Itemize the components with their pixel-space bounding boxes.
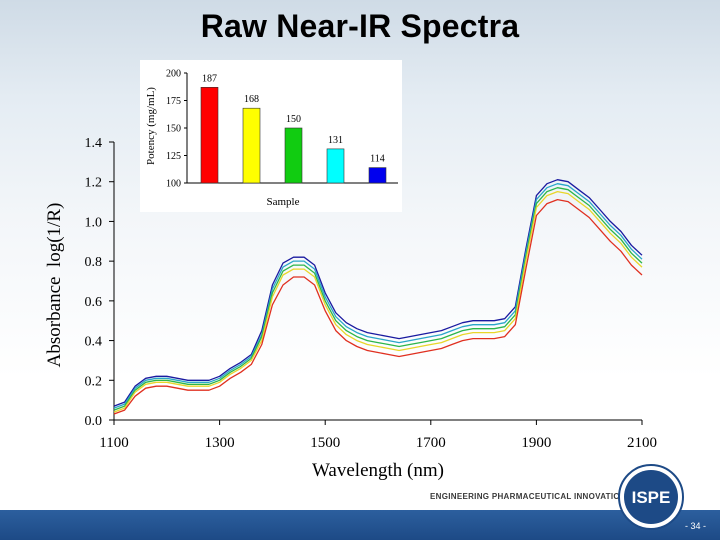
spectra-chart: 0.0 0.2 0.4 0.6 0.8 1.0 1.2 1.4 1100 1300 1500 170…	[44, 136, 657, 481]
potency-bar-label: 131	[328, 135, 343, 146]
x-tick-label: 1700	[416, 435, 446, 451]
inset-y-tick-label: 200	[166, 69, 181, 80]
y-tick-label: 0.4	[85, 335, 103, 350]
y-tick-group: 0.0 0.2 0.4 0.6 0.8 1.0 1.2 1.4	[85, 136, 114, 429]
inset-y-tick-label: 125	[166, 151, 181, 162]
potency-bar-2	[242, 107, 261, 184]
inset-background	[140, 60, 402, 212]
inset-y-tick-label: 175	[166, 96, 181, 107]
inset-y-tick-label: 150	[166, 124, 181, 135]
y-tick-label: 0.2	[85, 374, 103, 389]
potency-bar-label: 150	[286, 114, 301, 125]
spectrum-line-4	[113, 190, 643, 413]
x-tick-label: 1900	[521, 435, 551, 451]
y-tick-label: 1.0	[85, 215, 103, 230]
spectrum-line-2	[113, 183, 643, 409]
potency-bar-5	[368, 167, 387, 184]
x-tick-label: 1500	[310, 435, 340, 451]
footer-bar	[0, 510, 720, 540]
x-tick-label: 1300	[205, 435, 235, 451]
y-tick-label: 0.6	[85, 295, 103, 310]
potency-bar-label: 187	[202, 73, 217, 84]
x-tick-group: 1100 1300 1500 1700 1900 2100	[99, 420, 657, 451]
series-lines	[113, 179, 643, 415]
potency-bar-label: 168	[244, 94, 259, 105]
y-tick-label: 1.4	[85, 136, 103, 151]
inset-y-tick-label: 100	[166, 179, 181, 190]
y-axis-label: Absorbance log(1/R)	[44, 203, 65, 368]
x-tick-label: 1100	[99, 435, 128, 451]
inset-bar-group: 187 168 150 131 114	[200, 73, 387, 184]
slide-title: Raw Near-IR Spectra	[200, 8, 520, 44]
potency-bar-label: 114	[370, 154, 385, 165]
inset-x-axis-label: Sample	[267, 196, 300, 208]
spectrum-line-1	[113, 179, 643, 407]
potency-bar-1	[200, 87, 219, 184]
logo-text: ISPE	[632, 488, 671, 507]
inset-y-tick-group: 100 125 150 175 200	[166, 69, 187, 190]
potency-bar-3	[284, 127, 303, 184]
page-number: - 34 -	[684, 521, 706, 531]
potency-bar-4	[326, 148, 345, 184]
x-tick-label: 2100	[627, 435, 657, 451]
potency-inset-chart: 100 125 150 175 200 187 168 150 131 114 Sample P…	[140, 60, 402, 212]
logo-disc	[624, 470, 678, 524]
ispe-logo: ISPE	[618, 464, 684, 530]
brand-tagline: ENGINEERING PHARMACEUTICAL INNOVATION	[430, 492, 626, 501]
inset-y-axis-label: Potency (mg/mL)	[145, 87, 157, 165]
y-tick-label: 1.2	[85, 176, 103, 191]
spectrum-line-5	[113, 198, 643, 415]
y-tick-label: 0.8	[85, 255, 103, 270]
y-tick-label: 0.0	[85, 414, 103, 429]
spectrum-line-3	[113, 187, 643, 411]
x-axis-label: Wavelength (nm)	[312, 460, 444, 481]
